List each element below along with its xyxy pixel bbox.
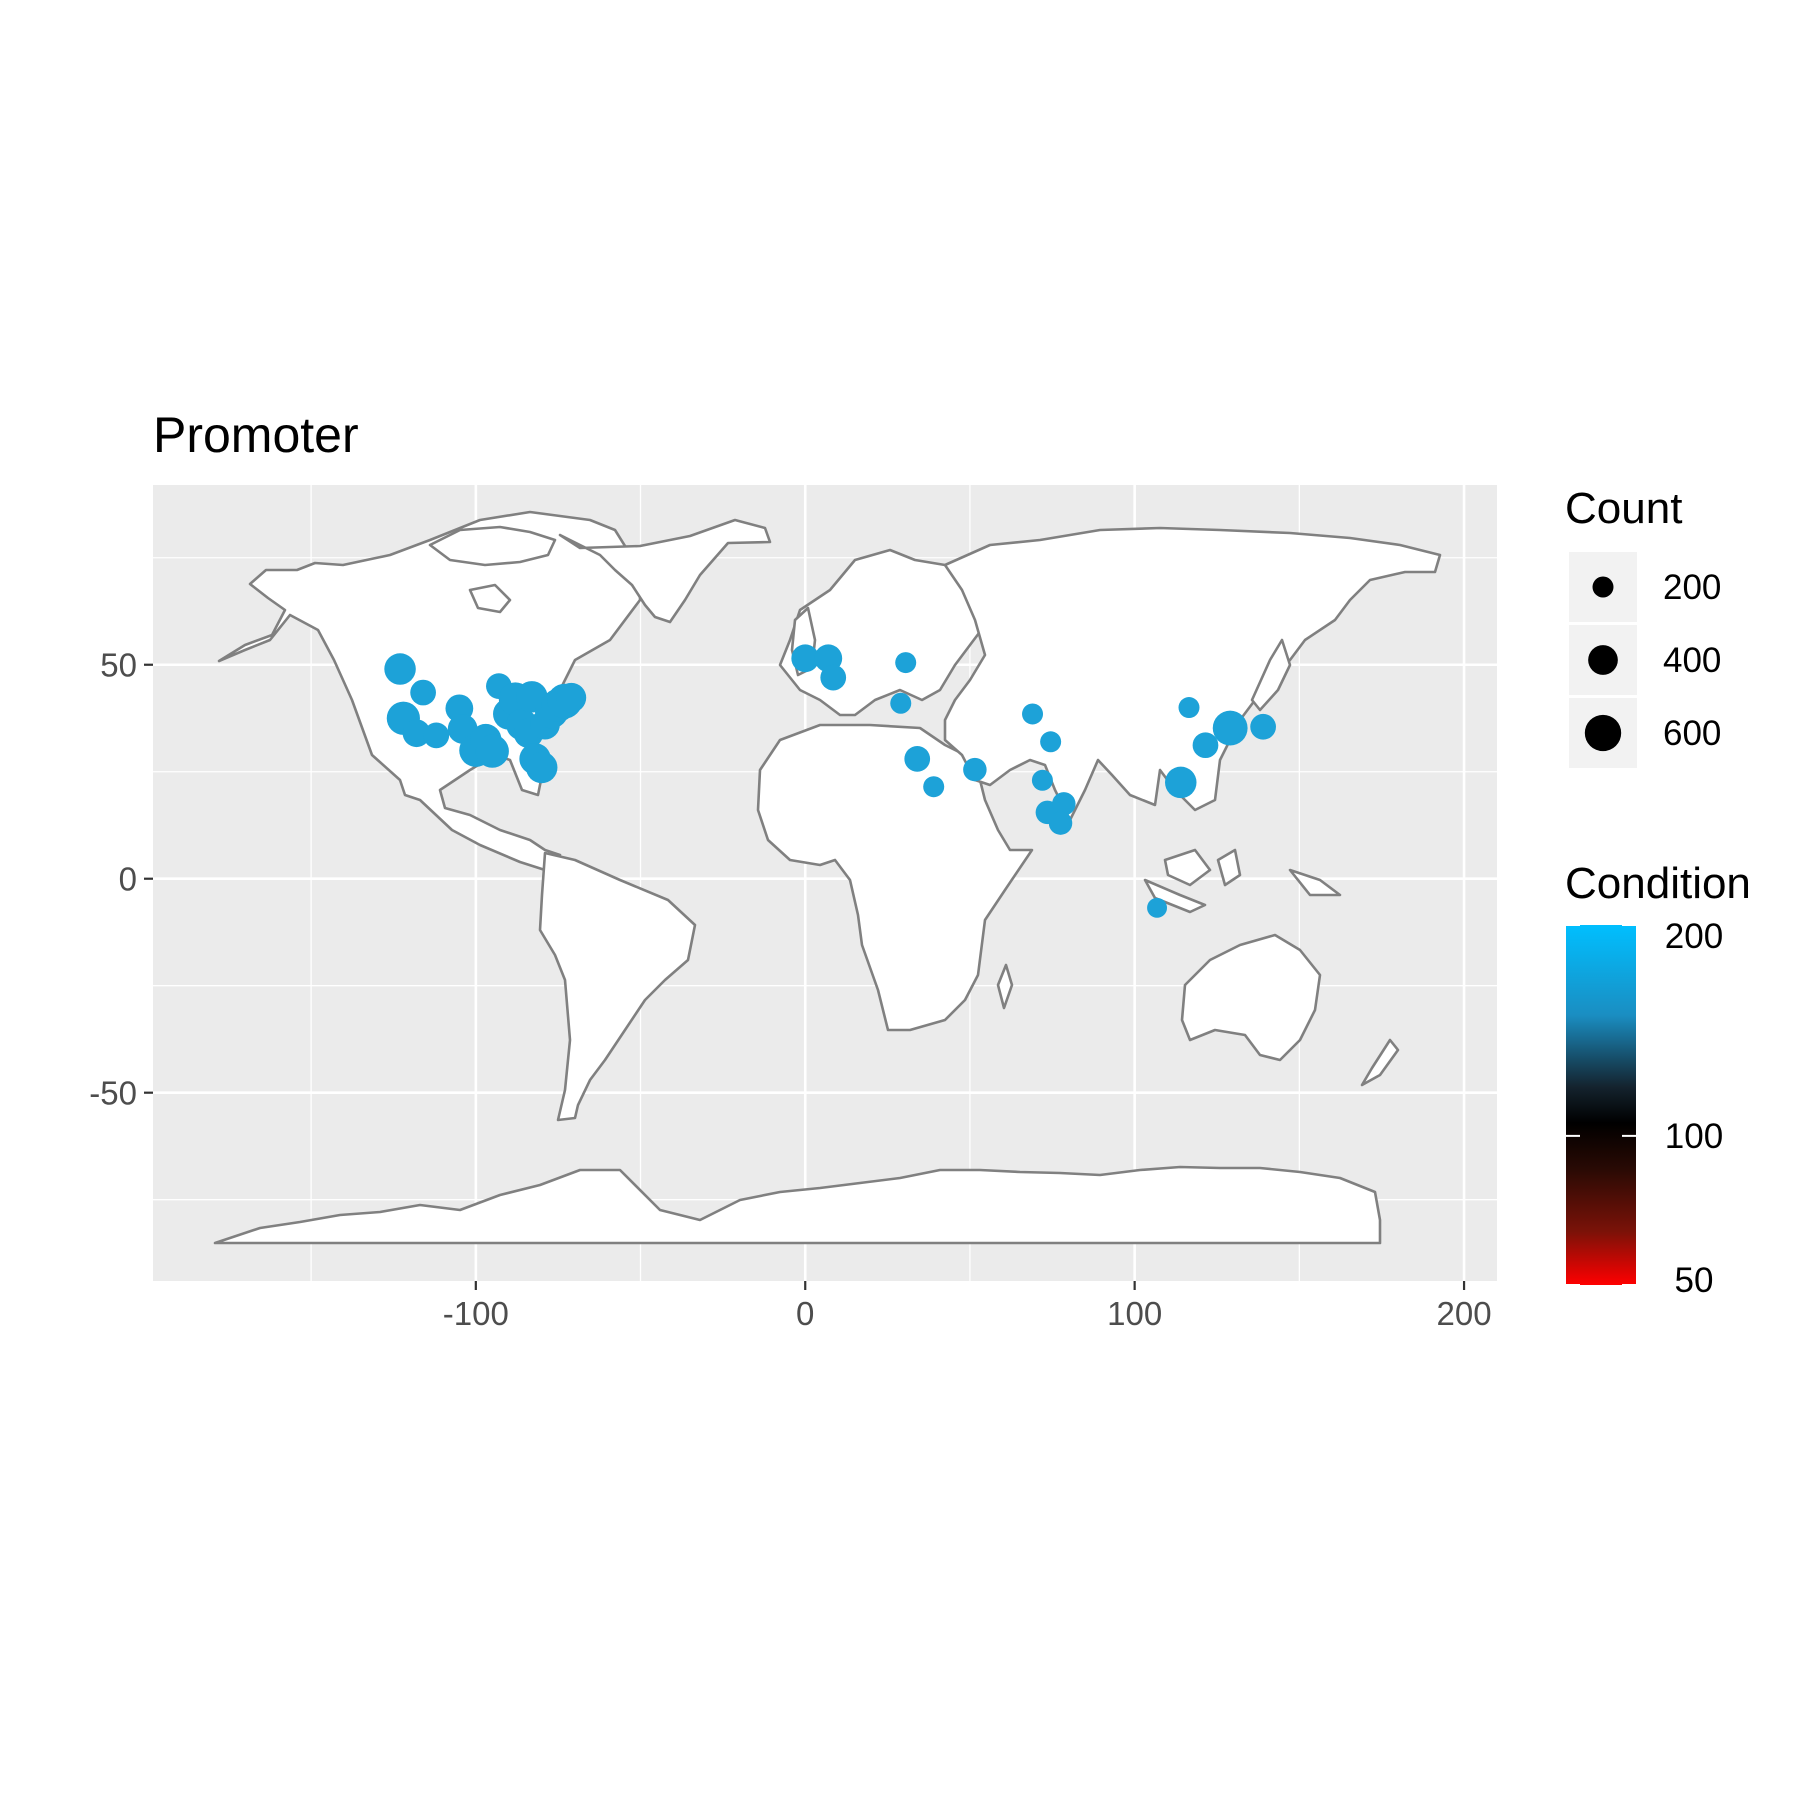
count-legend: Count 200 400 600	[1565, 484, 1721, 768]
australia-landmass	[1180, 933, 1322, 1062]
new-zealand-landmass	[1360, 1038, 1400, 1087]
location-point	[1031, 769, 1053, 791]
location-point	[556, 682, 587, 713]
location-point	[904, 746, 931, 772]
location-point	[791, 644, 820, 673]
location-point	[1178, 697, 1200, 719]
condition-legend: Condition 200 100 50	[1565, 859, 1751, 1300]
africa-landmass	[756, 723, 1034, 1032]
count-legend-key-dot	[1592, 576, 1614, 598]
x-tick-label: 0	[796, 1295, 814, 1332]
x-tick-label: 200	[1437, 1295, 1492, 1332]
location-point	[1212, 710, 1248, 746]
location-point	[1040, 731, 1062, 753]
location-point	[923, 776, 945, 798]
japan-landmass	[1250, 638, 1292, 712]
location-point	[963, 757, 987, 782]
condition-tick-label: 200	[1665, 917, 1723, 956]
location-point	[890, 692, 912, 714]
location-point	[1022, 703, 1044, 725]
location-point	[384, 653, 416, 685]
arctic-islands	[428, 525, 557, 614]
count-legend-key-dot	[1588, 645, 1618, 675]
y-tick-label: 0	[119, 861, 137, 898]
location-point	[402, 719, 431, 748]
location-point	[423, 722, 450, 749]
x-tick-label: -100	[443, 1295, 509, 1332]
location-point	[410, 679, 436, 706]
chart-title: Promoter	[153, 407, 359, 463]
location-point	[1147, 897, 1168, 918]
location-point	[1250, 713, 1276, 740]
count-legend-label: 200	[1663, 568, 1721, 607]
condition-legend-title: Condition	[1565, 859, 1751, 908]
condition-colorbar	[1566, 925, 1636, 1285]
location-point	[525, 751, 558, 784]
location-point	[1165, 766, 1197, 799]
location-point	[1192, 732, 1219, 759]
axes-layer: -100 0 100 200 -50 0 50	[89, 647, 1491, 1332]
greenland-landmass	[558, 518, 772, 624]
y-tick-label: -50	[89, 1075, 137, 1112]
location-point	[475, 734, 509, 768]
count-legend-key-dot	[1584, 714, 1622, 752]
count-legend-label: 600	[1663, 714, 1721, 753]
location-point	[1048, 811, 1073, 835]
count-legend-title: Count	[1565, 484, 1682, 533]
asia-landmass	[943, 526, 1442, 822]
condition-legend-ticks: 200 100 50	[1566, 917, 1723, 1300]
condition-tick-label: 50	[1675, 1261, 1714, 1300]
count-legend-label: 400	[1663, 641, 1721, 680]
location-point	[1052, 792, 1076, 816]
count-legend-keys: 200 400 600	[1569, 552, 1721, 768]
location-point	[820, 664, 847, 691]
madagascar-landmass	[996, 963, 1014, 1010]
indonesia-islands	[1143, 848, 1342, 914]
south-america-landmass	[538, 851, 697, 1122]
data-points-layer	[384, 644, 1276, 918]
x-tick-label: 100	[1107, 1295, 1162, 1332]
antarctica-landmass	[213, 1165, 1382, 1245]
location-point	[895, 652, 917, 674]
condition-tick-label: 100	[1665, 1117, 1723, 1156]
y-tick-label: 50	[100, 647, 137, 684]
